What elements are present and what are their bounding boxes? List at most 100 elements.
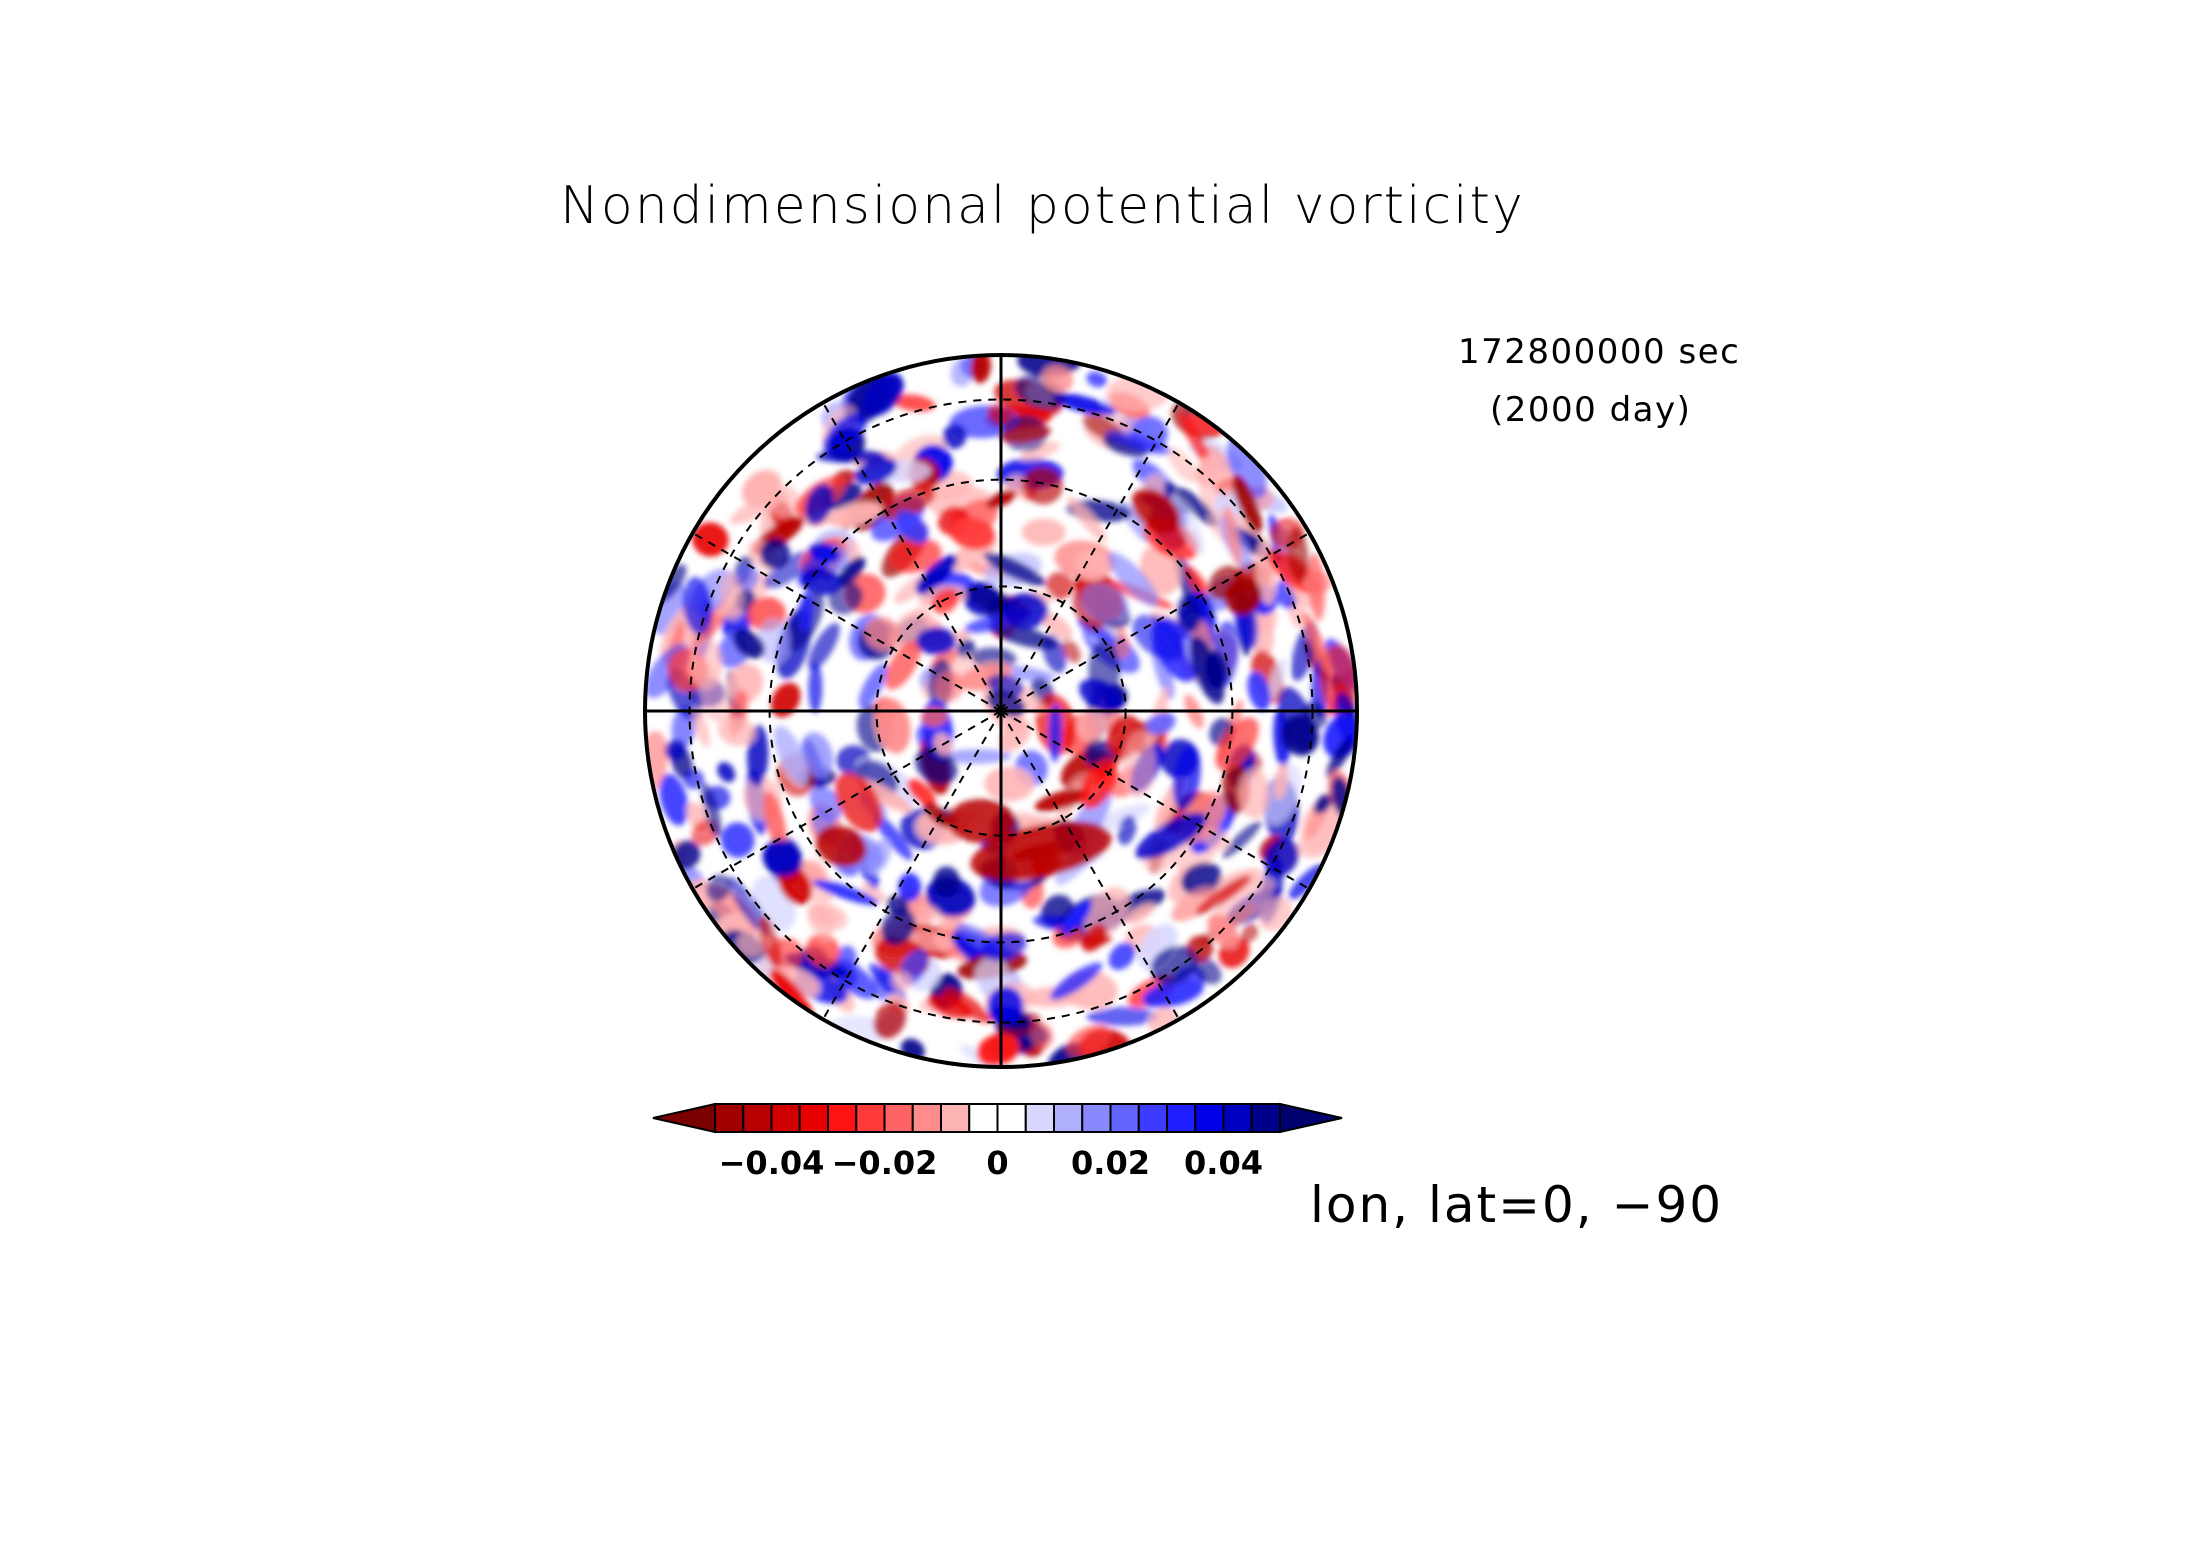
field-patch — [1132, 614, 1186, 661]
field-patch — [736, 928, 767, 957]
field-patch — [659, 773, 689, 826]
field-patch — [1222, 820, 1262, 858]
field-patch — [808, 623, 840, 671]
field-patch — [1281, 715, 1319, 756]
field-patch — [716, 912, 750, 936]
core-red-feature — [947, 799, 1015, 843]
field-patch — [1150, 945, 1198, 985]
colorbar-box — [714, 1103, 745, 1133]
colorbar-extend-low — [652, 1102, 716, 1134]
field-patch — [861, 883, 886, 903]
field-patch — [1086, 371, 1108, 388]
field-patch — [1302, 611, 1332, 675]
field-patch — [804, 483, 834, 525]
core-blue-feature — [854, 457, 898, 485]
colorbar: −0.04 −0.02 0 0.02 0.04 — [652, 1102, 1343, 1182]
field-patch — [1208, 565, 1243, 600]
colorbar-tick-label: 0.04 — [1184, 1144, 1263, 1182]
field-patch — [1076, 709, 1107, 742]
time-days-label: (2000 day) — [1490, 390, 1692, 430]
field-patch — [1258, 896, 1293, 932]
field-patch — [1307, 552, 1326, 621]
field-patch — [1167, 446, 1198, 483]
field-patch — [885, 640, 921, 690]
core-red-feature — [815, 825, 867, 867]
field-patch — [1177, 594, 1201, 633]
core-red-feature — [970, 821, 1112, 881]
field-patch — [1052, 393, 1116, 416]
field-patch — [1019, 441, 1060, 461]
colorbar-extend-high — [1279, 1102, 1343, 1134]
field-patch — [1048, 703, 1062, 763]
field-patch — [1264, 838, 1299, 876]
colorbar-box — [1250, 1103, 1281, 1133]
pv-field — [645, 355, 1357, 1067]
field-patch — [758, 915, 782, 968]
field-patch — [682, 576, 713, 635]
field-patch — [873, 1001, 907, 1039]
field-patch — [976, 1033, 1020, 1067]
field-patch — [1066, 1024, 1111, 1058]
field-patch — [987, 986, 1024, 1025]
field-patch — [1241, 923, 1259, 943]
field-patch — [889, 607, 932, 652]
field-patch — [1212, 877, 1274, 929]
field-patch — [1247, 671, 1271, 711]
field-patch — [1104, 430, 1172, 455]
field-patch — [1091, 803, 1151, 832]
core-blue-feature — [1079, 678, 1123, 714]
field-patch — [717, 762, 736, 783]
core-red-feature — [1131, 488, 1181, 534]
field-patch — [1080, 583, 1129, 622]
field-patch — [1041, 612, 1073, 640]
field-patch — [1022, 467, 1063, 505]
colorbar-box — [996, 1103, 1027, 1133]
field-patch — [984, 766, 1035, 802]
field-patch — [1171, 887, 1216, 922]
colorbar-box — [1053, 1103, 1084, 1133]
field-patch — [705, 874, 732, 902]
core-blue-feature — [1004, 593, 1048, 629]
field-patch — [981, 931, 1027, 961]
colorbar-box — [1024, 1103, 1055, 1133]
field-patch — [943, 987, 992, 1024]
field-patch — [1049, 962, 1103, 1000]
field-patch — [869, 963, 907, 1002]
field-patch — [999, 424, 1052, 443]
field-patch — [1061, 639, 1081, 663]
colorbar-box — [1137, 1103, 1168, 1133]
field-patch — [1195, 455, 1220, 487]
field-patch — [1042, 365, 1074, 393]
colorbar-box — [770, 1103, 801, 1133]
field-patch — [864, 616, 900, 651]
field-patch — [1326, 732, 1356, 778]
field-patch — [971, 647, 1017, 669]
field-patch — [890, 971, 913, 992]
field-patch — [1021, 518, 1066, 546]
field-patch — [950, 517, 996, 550]
field-patch — [823, 413, 867, 455]
field-patch — [1177, 487, 1218, 527]
field-patch — [933, 670, 964, 702]
field-patch — [816, 449, 886, 463]
field-patch — [837, 556, 866, 587]
field-patch — [1034, 788, 1090, 812]
field-patch — [762, 840, 802, 877]
field-patch — [692, 522, 729, 557]
field-patch — [729, 491, 785, 525]
field-patch — [896, 510, 929, 544]
field-patch — [719, 571, 744, 621]
field-patch — [1226, 436, 1268, 499]
field-patch — [1286, 527, 1309, 583]
field-patch — [862, 373, 904, 417]
core-blue-feature — [801, 566, 841, 596]
field-patch — [1224, 505, 1242, 567]
field-patch — [1107, 552, 1159, 607]
field-patch — [1237, 768, 1271, 819]
field-patch — [1180, 862, 1222, 896]
field-patch — [770, 682, 801, 718]
colorbar-box — [1194, 1103, 1225, 1133]
field-patch — [1086, 1006, 1159, 1026]
field-patch — [941, 749, 1012, 764]
field-patch — [916, 554, 958, 595]
